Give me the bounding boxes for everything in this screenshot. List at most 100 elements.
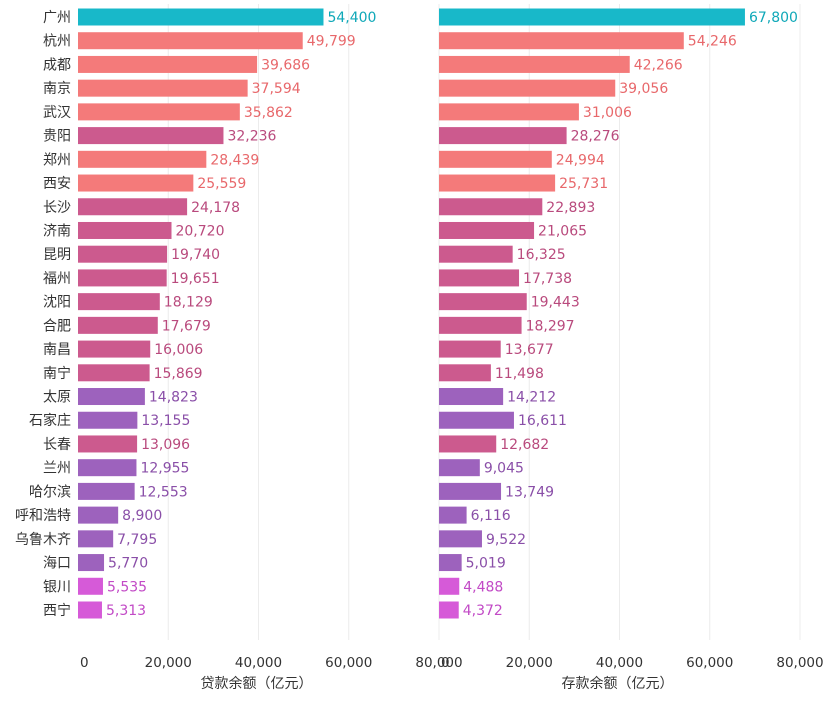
x-tick-label: 40,000 bbox=[596, 655, 643, 671]
bar bbox=[78, 127, 224, 145]
data-label: 9,522 bbox=[486, 532, 526, 548]
category-label: 武汉 bbox=[43, 105, 71, 121]
category-label: 福州 bbox=[43, 271, 71, 287]
data-label: 54,400 bbox=[327, 10, 376, 26]
data-label: 37,594 bbox=[252, 81, 301, 97]
data-label: 67,800 bbox=[749, 10, 798, 26]
bar bbox=[78, 221, 172, 239]
category-label: 长沙 bbox=[43, 200, 71, 216]
bar bbox=[78, 411, 138, 429]
data-label: 19,443 bbox=[531, 295, 580, 311]
data-label: 20,720 bbox=[175, 223, 224, 239]
data-label: 12,682 bbox=[500, 437, 549, 453]
data-label: 13,749 bbox=[505, 484, 554, 500]
x-tick-label: 0 bbox=[441, 655, 450, 671]
bar bbox=[78, 174, 194, 192]
data-label: 19,740 bbox=[171, 247, 220, 263]
x-tick-label: 60,000 bbox=[686, 655, 733, 671]
category-label: 哈尔滨 bbox=[29, 484, 71, 500]
category-label: 太原 bbox=[43, 390, 71, 406]
x-tick-label: 40,000 bbox=[235, 655, 282, 671]
bar bbox=[78, 554, 105, 572]
category-label: 呼和浩特 bbox=[15, 508, 71, 524]
data-label: 5,535 bbox=[107, 579, 147, 595]
data-label: 49,799 bbox=[307, 34, 356, 50]
data-label: 24,994 bbox=[556, 152, 605, 168]
category-label: 海口 bbox=[43, 556, 71, 572]
data-label: 13,096 bbox=[141, 437, 190, 453]
bar bbox=[78, 8, 324, 26]
bar bbox=[78, 530, 114, 548]
bar bbox=[439, 245, 513, 263]
bar bbox=[78, 316, 158, 334]
category-label: 成都 bbox=[43, 57, 71, 73]
bar bbox=[78, 601, 102, 619]
data-label: 17,679 bbox=[162, 318, 211, 334]
x-tick-label: 20,000 bbox=[506, 655, 553, 671]
data-label: 4,372 bbox=[463, 603, 503, 619]
bar bbox=[78, 388, 145, 406]
data-label: 42,266 bbox=[634, 57, 683, 73]
data-label: 16,006 bbox=[154, 342, 203, 358]
data-label: 9,045 bbox=[484, 461, 524, 477]
bar bbox=[78, 577, 103, 595]
data-label: 32,236 bbox=[227, 129, 276, 145]
bar bbox=[439, 482, 502, 500]
bar bbox=[439, 103, 579, 121]
data-label: 39,056 bbox=[619, 81, 668, 97]
data-label: 15,869 bbox=[154, 366, 203, 382]
data-label: 54,246 bbox=[688, 34, 737, 50]
data-label: 12,553 bbox=[139, 484, 188, 500]
category-label: 银川 bbox=[43, 579, 71, 595]
bar bbox=[439, 198, 543, 216]
category-label: 郑州 bbox=[43, 152, 71, 168]
data-label: 5,313 bbox=[106, 603, 146, 619]
data-label: 28,439 bbox=[210, 152, 259, 168]
data-label: 18,129 bbox=[164, 295, 213, 311]
bar bbox=[439, 55, 630, 73]
category-label: 南京 bbox=[43, 81, 71, 97]
data-label: 19,651 bbox=[171, 271, 220, 287]
bar bbox=[78, 364, 150, 382]
bar bbox=[439, 554, 462, 572]
data-label: 6,116 bbox=[471, 508, 511, 524]
data-label: 4,488 bbox=[463, 579, 503, 595]
x-axis-title: 存款余额（亿元） bbox=[562, 675, 674, 692]
category-label: 济南 bbox=[43, 223, 71, 239]
data-label: 25,559 bbox=[197, 176, 246, 192]
category-label: 南昌 bbox=[43, 342, 71, 358]
category-label: 沈阳 bbox=[43, 295, 71, 311]
bar bbox=[439, 435, 497, 453]
bar bbox=[78, 245, 168, 263]
bar bbox=[78, 103, 240, 121]
bar bbox=[78, 150, 207, 168]
data-label: 8,900 bbox=[122, 508, 162, 524]
category-label: 南宁 bbox=[43, 365, 71, 382]
bar bbox=[439, 340, 501, 358]
category-label: 乌鲁木齐 bbox=[15, 532, 71, 548]
bar bbox=[439, 530, 482, 548]
data-label: 16,325 bbox=[517, 247, 566, 263]
bar bbox=[439, 388, 504, 406]
category-label: 合肥 bbox=[43, 318, 71, 334]
bar bbox=[439, 174, 556, 192]
bar bbox=[439, 601, 459, 619]
bar bbox=[78, 269, 167, 287]
bar bbox=[439, 293, 527, 311]
bar bbox=[78, 506, 119, 524]
category-label: 贵阳 bbox=[43, 129, 71, 145]
x-tick-label: 20,000 bbox=[145, 655, 192, 671]
bar bbox=[439, 506, 467, 524]
bar bbox=[439, 269, 520, 287]
data-label: 14,212 bbox=[507, 390, 556, 406]
category-label: 广州 bbox=[43, 10, 71, 26]
bar bbox=[439, 127, 567, 145]
x-tick-label: 80,000 bbox=[415, 655, 462, 671]
x-tick-label: 0 bbox=[80, 655, 89, 671]
data-label: 39,686 bbox=[261, 57, 310, 73]
data-label: 5,770 bbox=[108, 556, 148, 572]
data-label: 17,738 bbox=[523, 271, 572, 287]
bar bbox=[439, 221, 535, 239]
bar bbox=[78, 293, 160, 311]
